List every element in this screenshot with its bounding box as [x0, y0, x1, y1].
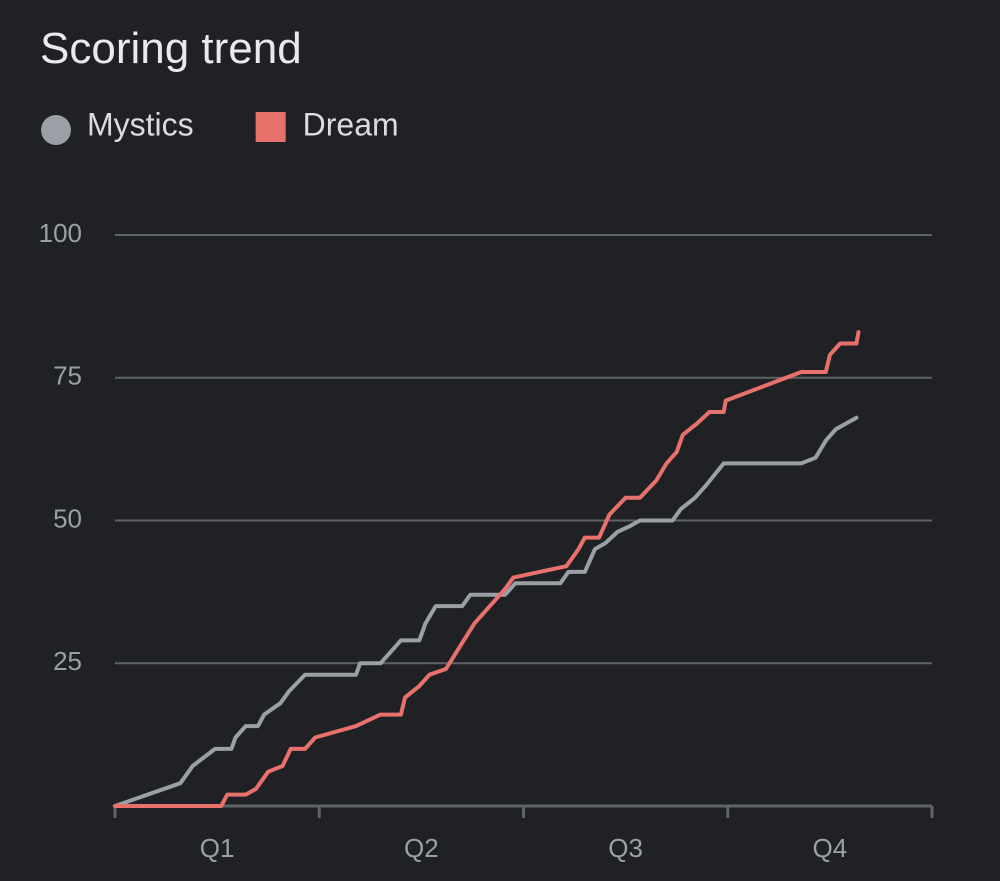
y-tick-label: 100	[39, 218, 82, 248]
legend-label: Mystics	[87, 106, 194, 142]
y-tick-label: 25	[53, 646, 82, 676]
y-tick-label: 75	[53, 361, 82, 391]
line	[113, 330, 861, 808]
y-tick-label: 50	[53, 503, 82, 533]
x-tick-label: Q4	[813, 833, 848, 863]
x-tick-label: Q2	[404, 833, 439, 863]
line	[113, 415, 859, 808]
legend-marker	[41, 115, 71, 145]
legend-marker	[255, 112, 286, 142]
chart-title: Scoring trend	[40, 24, 302, 73]
legend-label: Dream	[303, 106, 399, 142]
x-tick-label: Q3	[608, 833, 643, 863]
x-tick-label: Q1	[200, 833, 235, 863]
